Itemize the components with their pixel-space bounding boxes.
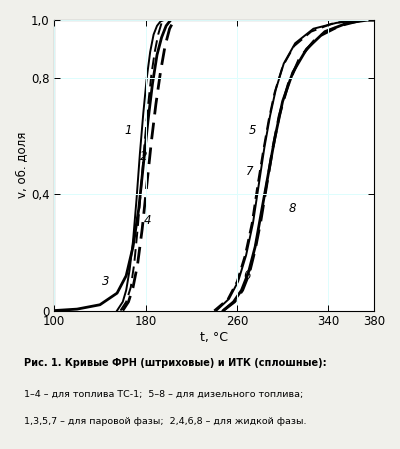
Y-axis label: v, об. доля: v, об. доля: [15, 132, 28, 198]
Text: 2: 2: [140, 150, 147, 163]
Text: 6: 6: [243, 269, 251, 282]
Text: 4: 4: [143, 214, 151, 227]
Text: Рис. 1. Кривые ФРН (штриховые) и ИТК (сплошные):: Рис. 1. Кривые ФРН (штриховые) и ИТК (сп…: [24, 358, 327, 368]
Text: 7: 7: [246, 165, 254, 178]
Text: 8: 8: [288, 202, 296, 216]
Text: 1,3,5,7 – для паровой фазы;  2,4,6,8 – для жидкой фазы.: 1,3,5,7 – для паровой фазы; 2,4,6,8 – дл…: [24, 417, 306, 426]
Text: 3: 3: [102, 275, 109, 288]
Text: 1: 1: [124, 124, 132, 137]
X-axis label: t, °C: t, °C: [200, 331, 228, 344]
Text: 5: 5: [248, 124, 256, 137]
Text: 1–4 – для топлива ТС-1;  5–8 – для дизельного топлива;: 1–4 – для топлива ТС-1; 5–8 – для дизель…: [24, 390, 303, 399]
